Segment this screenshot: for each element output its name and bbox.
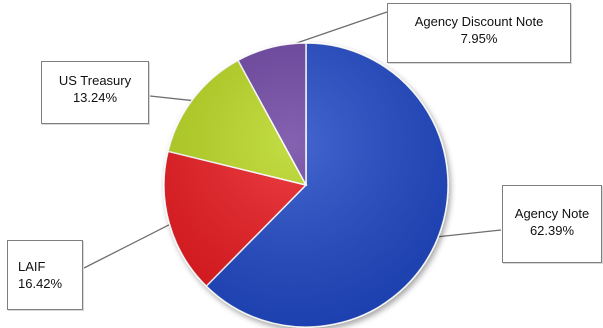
slice-value-agency-note: 62.39% [529, 223, 575, 238]
leader-line-laif [83, 222, 174, 269]
slice-label-us-treasury: US Treasury [58, 73, 132, 88]
slice-value-agency-discount-note: 7.95% [460, 31, 498, 46]
leader-line-agency-note [433, 229, 502, 238]
slice-label-agency-note: Agency Note [514, 206, 590, 221]
callout-laif: LAIF 16.42% [7, 240, 83, 310]
leader-line-us-treasury [149, 95, 197, 102]
callout-us-treasury: US Treasury 13.24% [41, 61, 149, 124]
pie-slices [163, 42, 449, 328]
callout-agency-note: Agency Note 62.39% [502, 185, 602, 263]
slice-label-agency-discount-note: Agency Discount Note [414, 14, 544, 29]
callout-agency-discount-note: Agency Discount Note 7.95% [387, 3, 571, 63]
slice-value-us-treasury: 13.24% [72, 90, 118, 105]
slice-label-laif: LAIF [18, 259, 46, 274]
slice-value-laif: 16.42% [18, 276, 63, 291]
